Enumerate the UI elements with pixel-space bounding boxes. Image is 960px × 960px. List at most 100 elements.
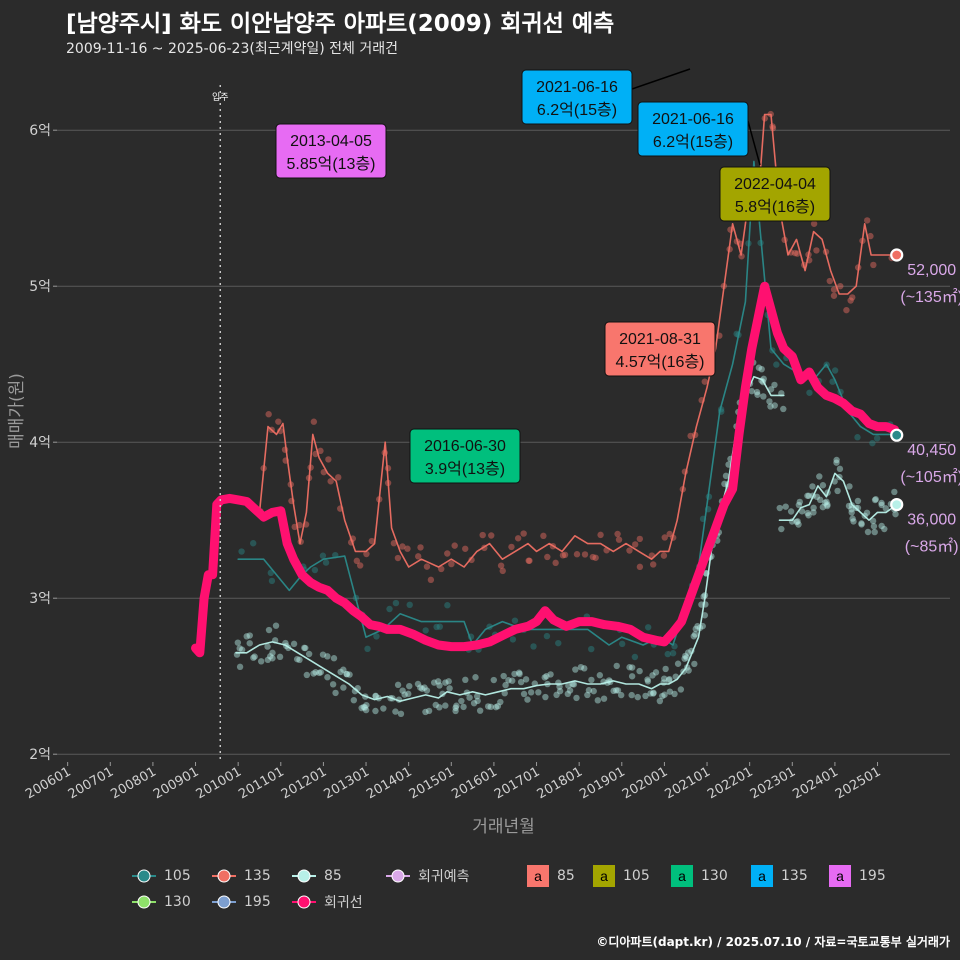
y-tick-label: 6억 [29,123,51,139]
transaction-dot [661,675,668,682]
transaction-dot [444,550,451,557]
transaction-dot [626,547,633,554]
transaction-dot [301,644,308,652]
transaction-dot [269,655,276,662]
series-line-105 [237,160,898,646]
annotation-box [637,101,749,157]
transaction-dot [423,563,431,570]
transaction-dot [556,687,564,695]
transaction-dot [850,518,857,525]
transaction-dot [399,687,406,694]
legend-label: 85 [324,868,342,884]
transaction-dot [776,504,783,512]
transaction-dot [891,488,898,496]
transaction-dot [854,497,862,505]
legend-key-icon [210,892,238,912]
transaction-dot [863,217,871,224]
transaction-dot [615,536,623,543]
transaction-dot [561,551,569,559]
transaction-dot [236,645,243,652]
transaction-dot [564,690,572,698]
transaction-dot [644,624,652,631]
transaction-dot [864,528,872,536]
x-tick-label: 201201 [279,764,329,802]
transaction-dot [572,666,579,673]
y-tick-label: 4억 [29,435,51,451]
transaction-dot [417,684,424,691]
transaction-dot [793,518,800,526]
transaction-dot [329,681,337,688]
transaction-dot [436,682,443,689]
transaction-dot [488,532,495,539]
transaction-dot [669,650,677,657]
transaction-dot [804,509,811,517]
legend-label: 135 [244,868,271,884]
forecast-area-label: (~135㎡) [900,288,960,306]
transaction-dot [869,439,876,447]
transaction-dot [272,622,280,629]
transaction-dot [499,567,506,575]
annotation-date: 2021-06-16 [536,79,618,96]
transaction-dot [644,676,651,683]
transaction-dot [636,563,644,571]
transaction-dot [267,653,274,660]
transaction-dot [878,522,885,530]
transaction-dot [813,493,821,501]
transaction-dot [527,689,535,696]
transaction-dot [613,687,620,694]
transaction-dot [771,402,778,409]
transaction-dot [690,633,697,640]
transaction-dot [721,480,728,488]
transaction-dot [363,701,370,709]
x-tick-label: 202401 [790,764,840,802]
credit-text: ©디아파트(dapt.kr) / 2025.07.10 / 자료=국토교통부 실… [596,935,950,949]
transaction-dot [303,671,311,679]
transaction-dot [324,674,331,681]
transaction-dot [543,673,550,680]
transaction-dot [570,681,578,688]
transaction-dot [845,502,853,510]
transaction-dot [573,694,580,702]
transaction-dot [767,403,774,410]
transaction-dot [881,525,888,533]
transaction-dot [350,696,358,704]
transaction-dot [368,537,376,545]
transaction-dot [863,509,871,516]
transaction-dot [661,534,668,541]
transaction-dot [831,367,839,374]
transaction-dot [873,435,881,442]
transaction-dot [520,530,527,537]
transaction-dot [522,676,530,683]
transaction-dot [628,664,636,671]
transaction-dot [462,545,469,552]
transaction-dot [594,697,602,704]
transaction-dot [505,677,512,684]
x-tick-label: 202101 [663,764,713,802]
transaction-dot [650,561,657,568]
transaction-dot [317,447,324,455]
transaction-dot [858,520,865,527]
legend-swatch: a [593,865,615,887]
transaction-dot [514,535,522,542]
transaction-dot [600,695,608,702]
transaction-dot [316,669,323,677]
transaction-dot [660,552,668,559]
transaction-dot [662,665,669,673]
transaction-dot [796,498,803,506]
legend-item-회귀예측: 회귀예측 [384,866,470,886]
x-tick-label: 201401 [364,764,414,802]
x-axis-title: 거래년월 [472,817,535,837]
transaction-dot [511,617,519,624]
transaction-dot [453,702,460,709]
transaction-dot [816,496,824,504]
legend-swatch: a [751,865,773,887]
transaction-dot [332,689,339,697]
legend-key-icon [130,866,158,886]
transaction-dot [430,679,438,686]
y-axis-title: 매매가(원) [7,373,27,449]
legend-label: 105 [623,868,650,884]
y-tick-label: 3억 [29,591,51,607]
transaction-dot [296,656,303,664]
transaction-dot [674,660,682,667]
transaction-dot [250,654,257,661]
